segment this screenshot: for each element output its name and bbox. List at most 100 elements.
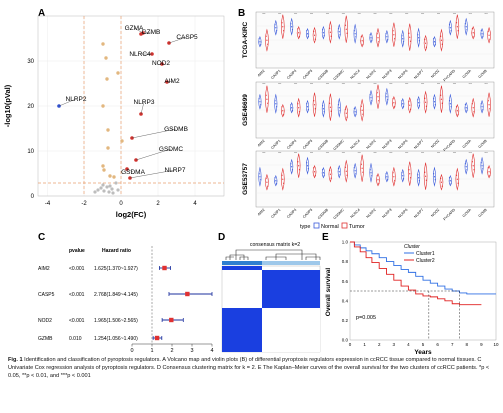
svg-text:***: *** (262, 12, 265, 16)
violin-gene-label: GSDMC (333, 208, 346, 221)
svg-text:***: *** (310, 12, 313, 16)
violin-normal (353, 106, 357, 118)
svg-text:***: *** (342, 12, 345, 16)
panel-letter-e: E (322, 232, 329, 243)
violin-gene-label: GZMA (462, 68, 473, 79)
figure-caption: Fig. 1 Identification and classification… (8, 356, 496, 381)
violin-gene-label: NLRP3 (382, 139, 393, 150)
forest-rows: AIM2 <0.001 1.625(1.370~1.927) CASP5 <0.001 2… (38, 265, 213, 342)
svg-text:***: *** (485, 151, 488, 155)
violin-gene-label: NLRC4 (350, 139, 361, 150)
violin-gene-label: AIM2 (257, 69, 266, 78)
panel-letter-a: A (38, 8, 46, 19)
forest-point (169, 317, 174, 323)
violin-tumor (376, 173, 380, 187)
forest-point (185, 291, 190, 297)
forest-hr: 1.625(1.370~1.927) (94, 266, 138, 272)
volcano-gene-label: GSDMB (164, 126, 188, 133)
violin-row-label: TCGA-KIRC (242, 21, 249, 58)
svg-text:***: *** (262, 82, 265, 86)
forest-gene: CASP5 (38, 292, 55, 298)
violin-tumor (407, 161, 412, 186)
km-x-tick: 3 (393, 342, 396, 347)
volcano-x-ticks: -4 -2 0 2 4 (45, 201, 198, 207)
legend-tumor-swatch (341, 222, 348, 229)
volcano-gene-label: NLRC4 (129, 51, 151, 58)
violin-gene-label: NOD2 (430, 208, 440, 218)
violin-gene-label: CASP1 (270, 139, 281, 150)
violin-tumor (344, 15, 349, 43)
forest-col-pvalue: pvalue (69, 248, 85, 254)
svg-text:***: *** (278, 12, 281, 16)
violin-normal (337, 97, 341, 118)
violin-gene-label: GSDMB (317, 138, 330, 151)
km-x-tick: 0 (349, 342, 352, 347)
forest-point (162, 265, 167, 271)
volcano-point-ns (107, 190, 111, 194)
violin-gene-label: PYCARD (443, 208, 457, 222)
svg-text:***: *** (326, 12, 329, 16)
forest-point (154, 335, 160, 341)
volcano-point-notsig (101, 164, 105, 168)
violin-gene-label: AIM2 (257, 139, 266, 148)
violin-gene-label: GSDMC (333, 69, 346, 82)
km-curve-cluster1 (350, 241, 496, 295)
volcano-point-ns (114, 181, 118, 185)
violin-gene-label: PYCARD (443, 139, 457, 153)
violin-normal (432, 36, 437, 48)
violin-gene-label: CASP5 (302, 208, 313, 219)
km-xlabel: Years (414, 349, 432, 356)
svg-text:***: *** (469, 151, 472, 155)
violin-gene-label: CASP4 (286, 208, 297, 219)
forest-gene: AIM2 (38, 266, 50, 272)
violin-normal (258, 36, 262, 48)
violin-tumor (328, 165, 333, 183)
violin-tumor (296, 26, 301, 40)
violin-tumor (281, 104, 285, 118)
svg-text:***: *** (389, 12, 392, 16)
svg-text:***: *** (294, 151, 297, 155)
violin-gene-label: NLRP6 (397, 69, 408, 80)
violin-normal (448, 175, 452, 187)
forest-gene: NOD2 (38, 318, 52, 324)
svg-text:***: *** (342, 82, 345, 86)
km-y-tick: 0.0 (342, 338, 349, 343)
svg-text:***: *** (294, 12, 297, 16)
violin-tumor (407, 23, 412, 51)
volcano-point-notsig (105, 77, 109, 81)
volcano-y-tick: 10 (27, 149, 34, 155)
svg-text:***: *** (421, 151, 424, 155)
violin-normal (258, 166, 262, 187)
violin-normal (353, 23, 357, 44)
km-ylabel: Overall survival (325, 268, 332, 317)
volcano-point-ns (116, 188, 120, 192)
svg-text:***: *** (421, 12, 424, 16)
violin-gene-label: AIM2 (257, 208, 266, 217)
svg-text:***: *** (405, 12, 408, 16)
violin-tumor (487, 26, 491, 44)
matrix-block-bottom-right (262, 308, 320, 352)
volcano-gene-label: GSDMA (121, 169, 146, 176)
violin-tumor (392, 96, 396, 110)
km-legend-c2: Cluster2 (416, 258, 435, 264)
violin-rows: TCGA-KIRC *** AIM2 *** CASP1 *** CASP4 *** CASP5… (242, 11, 495, 222)
svg-text:***: *** (421, 82, 424, 86)
forest-x-tick: 0 (130, 348, 133, 354)
volcano-x-tick: 4 (193, 201, 197, 207)
violin-gene-label: GZMB (478, 138, 489, 149)
svg-text:***: *** (310, 82, 313, 86)
volcano-ylabel: -log10(pVal) (3, 84, 12, 127)
violin-normal (321, 167, 325, 179)
volcano-points (57, 31, 171, 195)
violin-gene-label: NLRP6 (397, 139, 408, 150)
violin-tumor (471, 26, 475, 40)
forest-hr: 1.965(1.506~2.565) (94, 318, 138, 324)
svg-text:***: *** (358, 151, 361, 155)
volcano-point-ns (101, 183, 105, 187)
violin-tumor (360, 34, 364, 48)
volcano-point-ns (93, 190, 97, 194)
violin-tumor (328, 93, 333, 121)
violin-row-label: GSE53757 (242, 163, 249, 195)
km-y-tick: 1.0 (342, 240, 349, 245)
km-plot: 0.00.20.40.60.81.0 0 1 2 3 4 5 6 7 8 9 10 Cluster … (325, 240, 499, 356)
